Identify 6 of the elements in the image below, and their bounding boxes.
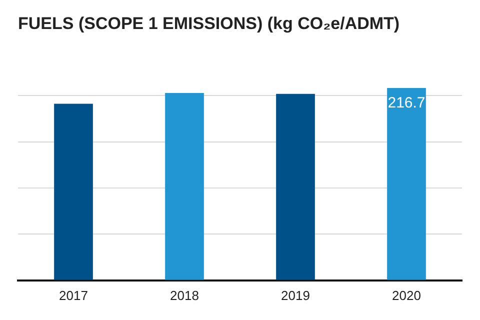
chart-title: FUELS (SCOPE 1 EMISSIONS) (kg CO₂e/ADMT) xyxy=(18,14,400,33)
x-tick-label: 2019 xyxy=(281,288,310,303)
x-tick-label: 2017 xyxy=(59,288,88,303)
x-tick-label: 2020 xyxy=(392,288,421,303)
data-label: 216.7 xyxy=(388,94,426,112)
x-tick-label: 2018 xyxy=(170,288,199,303)
